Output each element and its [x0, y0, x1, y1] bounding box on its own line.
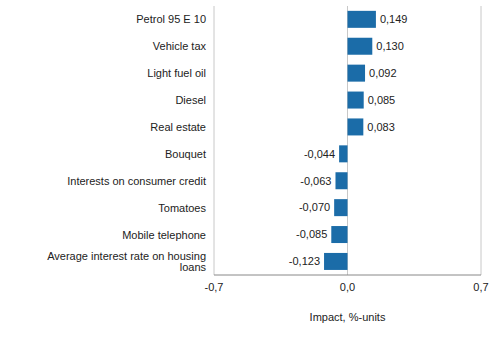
svg-text:-0,085: -0,085 [296, 228, 327, 240]
svg-text:Interests on consumer credit: Interests on consumer credit [67, 175, 206, 187]
svg-text:0,092: 0,092 [369, 67, 397, 79]
svg-text:0,7: 0,7 [473, 281, 488, 293]
svg-text:-0,070: -0,070 [299, 201, 330, 213]
svg-text:-0,7: -0,7 [205, 281, 224, 293]
svg-text:-0,123: -0,123 [289, 255, 320, 267]
svg-text:Light fuel oil: Light fuel oil [147, 67, 206, 79]
svg-text:Real estate: Real estate [150, 121, 206, 133]
svg-text:Bouquet: Bouquet [165, 148, 206, 160]
svg-text:-0,044: -0,044 [304, 148, 335, 160]
svg-text:-0,063: -0,063 [300, 175, 331, 187]
svg-text:Average interest rate on housi: Average interest rate on housingloans [47, 250, 206, 273]
svg-text:0,130: 0,130 [376, 40, 404, 52]
svg-text:Tomatoes: Tomatoes [158, 202, 206, 214]
svg-text:0,085: 0,085 [368, 94, 396, 106]
svg-text:Mobile telephone: Mobile telephone [122, 229, 206, 241]
svg-text:Impact, %-units: Impact, %-units [310, 311, 386, 323]
svg-text:Petrol 95 E 10: Petrol 95 E 10 [136, 13, 206, 25]
svg-text:Vehicle tax: Vehicle tax [153, 40, 207, 52]
svg-text:0,083: 0,083 [367, 121, 395, 133]
svg-text:Diesel: Diesel [175, 94, 206, 106]
svg-text:0,0: 0,0 [340, 281, 355, 293]
svg-text:0,149: 0,149 [380, 13, 408, 25]
